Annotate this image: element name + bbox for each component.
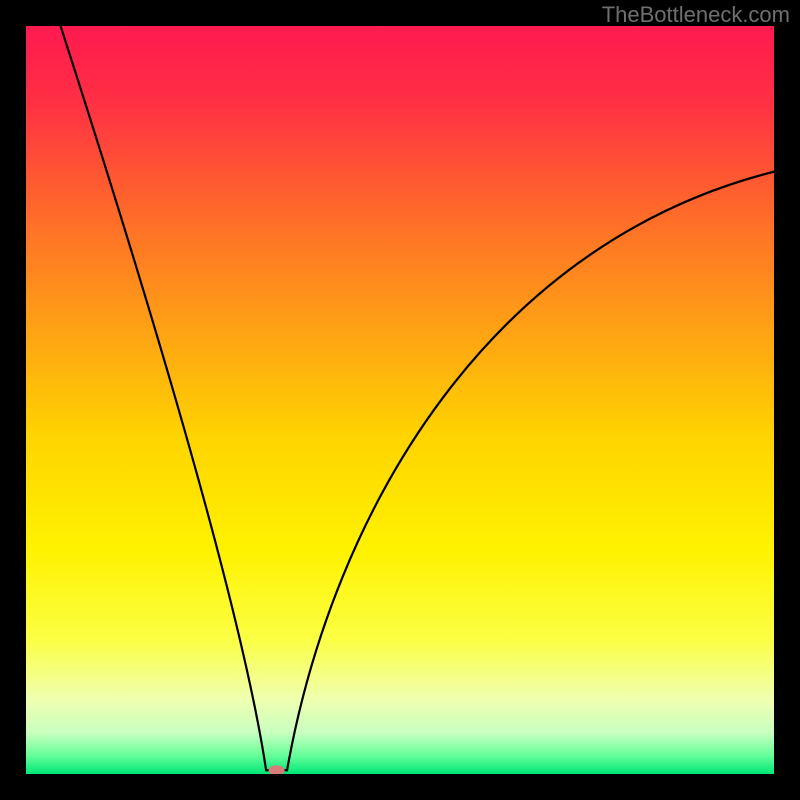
bottleneck-curve-chart [0, 0, 800, 800]
gradient-background [26, 26, 774, 774]
valley-marker [269, 765, 285, 775]
watermark-text: TheBottleneck.com [602, 2, 790, 28]
